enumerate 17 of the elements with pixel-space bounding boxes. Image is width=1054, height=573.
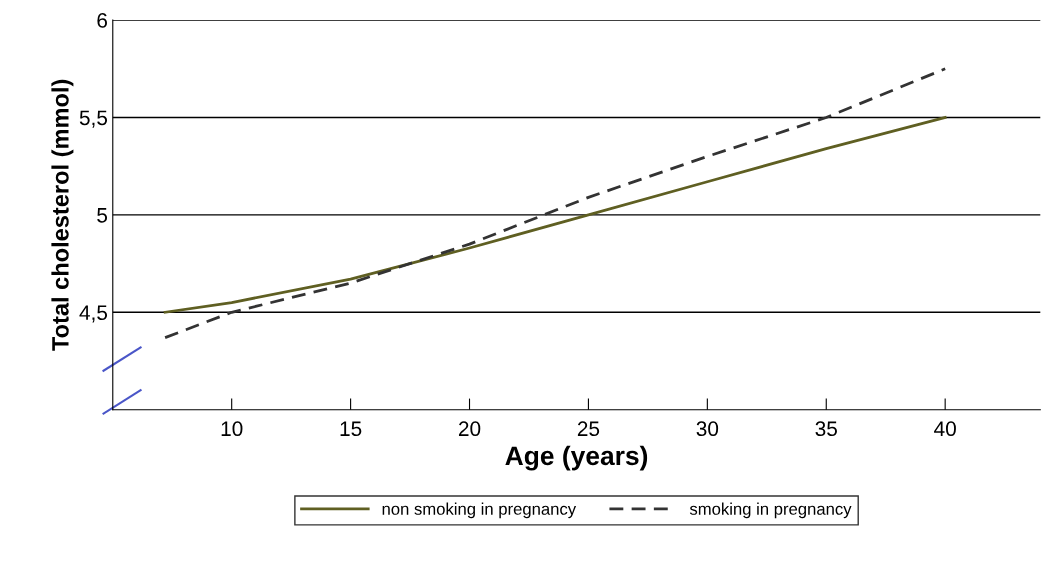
- legend-label: smoking in pregnancy: [689, 502, 852, 519]
- x-tick-label: 10: [221, 421, 243, 437]
- x-tick-label: 15: [340, 421, 362, 437]
- y-tick-label: 6: [97, 13, 107, 28]
- x-tick-label: 35: [815, 421, 837, 437]
- y-tick-label: 5: [97, 208, 108, 223]
- x-tick-label: 30: [696, 421, 719, 437]
- x-tick-label: 20: [458, 421, 481, 437]
- x-axis-title: Age (years): [505, 445, 648, 471]
- line-series: [163, 116, 947, 314]
- line-series: [163, 67, 947, 339]
- y-tick-label: 4,5: [79, 305, 108, 323]
- y-tick-label: 5,5: [79, 110, 108, 128]
- x-tick-label: 40: [934, 421, 956, 437]
- legend-label: non smoking in pregnancy: [382, 502, 577, 519]
- x-tick-label: 25: [577, 421, 600, 437]
- y-axis-title: Total cholesterol (mmol): [51, 79, 74, 351]
